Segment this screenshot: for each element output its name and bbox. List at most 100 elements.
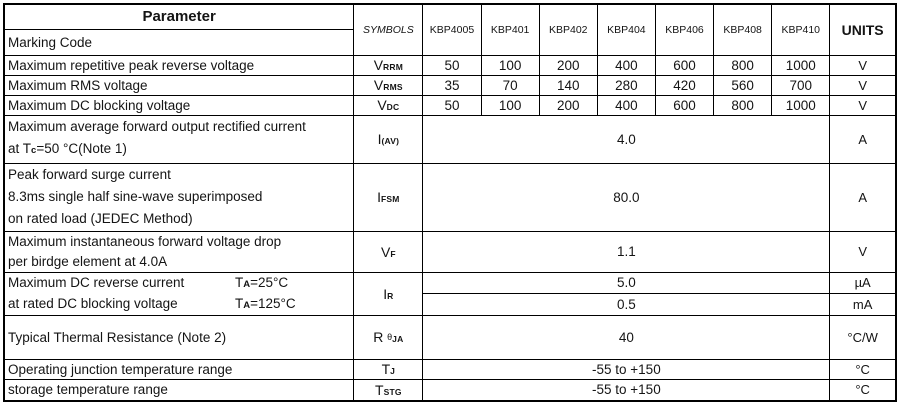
- symbol-ifsm: IFSM: [353, 162, 424, 232]
- param-line-text: =50 °C(Note 1): [36, 141, 127, 156]
- col-header-model-kbp410: KBP410: [771, 3, 831, 56]
- symbol-sub: RMS: [383, 82, 403, 92]
- condition-rest: =25°C: [250, 274, 289, 290]
- value-cell: 800: [713, 94, 773, 116]
- unit-cell: V: [829, 94, 897, 116]
- symbol-rthja: R θJA: [353, 314, 424, 360]
- param-vrms: Maximum RMS voltage: [3, 74, 355, 96]
- unit-cell: A: [829, 162, 897, 232]
- param-line-text: at T: [8, 141, 32, 156]
- param-line-text: Maximum DC reverse current: [8, 274, 185, 290]
- ratings-table: Parameter SYMBOLS KBP4005 KBP401 KBP402 …: [3, 3, 897, 402]
- param-vdc: Maximum DC blocking voltage: [3, 94, 355, 116]
- value-cell: 700: [771, 74, 831, 96]
- param-line-text: at rated DC blocking voltage: [8, 295, 178, 311]
- value-cell: 100: [480, 94, 540, 116]
- unit-cell: V: [829, 54, 897, 76]
- unit-cell: V: [829, 230, 897, 273]
- value-cell-merged: -55 to +150: [422, 358, 831, 380]
- symbol-base: I: [377, 189, 382, 205]
- col-header-model-kbp401: KBP401: [480, 3, 540, 56]
- subscript: c: [31, 145, 37, 156]
- value-cell: 420: [654, 74, 715, 96]
- row-vrms: Maximum RMS voltage VRMS 35 70 140 280 4…: [3, 74, 897, 96]
- symbol-sub: JA: [392, 334, 404, 344]
- param-line: 8.3ms single half sine-wave superimposed: [8, 189, 263, 204]
- param-line: per birdge element at 4.0A: [8, 253, 168, 269]
- symbol-tstg: TSTG: [353, 378, 424, 402]
- header-row-1: Parameter SYMBOLS KBP4005 KBP401 KBP402 …: [3, 3, 897, 56]
- row-tj: Operating junction temperature range TJ …: [3, 358, 897, 380]
- symbol-base: V: [373, 57, 384, 73]
- col-header-symbols: SYMBOLS: [353, 3, 424, 56]
- condition-base: T: [235, 295, 244, 311]
- row-rthja: Typical Thermal Resistance (Note 2) R θJ…: [3, 314, 897, 360]
- unit-cell: °C: [829, 378, 897, 402]
- value-cell: 35: [422, 74, 482, 96]
- value-cell: 280: [596, 74, 656, 96]
- row-iav: Maximum average forward output rectified…: [3, 114, 897, 164]
- param-line: at Tc=50 °C(Note 1): [8, 138, 350, 162]
- param-line: at rated DC blocking voltage TA=125°C: [8, 294, 350, 315]
- value-cell: 1000: [771, 54, 831, 76]
- value-cell: 140: [538, 74, 598, 96]
- row-ifsm: Peak forward surge current 8.3ms single …: [3, 162, 897, 232]
- value-cell-merged: 4.0: [422, 114, 831, 164]
- symbol-vrms: VRMS: [353, 74, 424, 96]
- value-cell-merged: -55 to +150: [422, 378, 831, 402]
- row-tstg: storage temperature range TSTG -55 to +1…: [3, 378, 897, 402]
- symbol-base: V: [380, 243, 391, 260]
- marking-code-label: Marking Code: [3, 28, 355, 56]
- param-tstg: storage temperature range: [3, 378, 355, 402]
- symbol-base: R: [373, 329, 384, 345]
- condition-sub: A: [243, 299, 251, 311]
- symbol-sub: FSM: [381, 194, 400, 204]
- value-cell: 100: [480, 54, 540, 76]
- value-cell: 400: [596, 54, 656, 76]
- symbol-vdc: VDC: [353, 94, 424, 116]
- symbol-sub: STG: [383, 386, 402, 397]
- col-header-model-kbp402: KBP402: [538, 3, 598, 56]
- param-iav: Maximum average forward output rectified…: [3, 114, 355, 164]
- condition-base: T: [235, 274, 244, 290]
- symbol-sub: RRM: [383, 62, 403, 72]
- symbol-base: V: [377, 97, 387, 113]
- symbol-iav: I(AV): [353, 114, 424, 164]
- row-ir-1: Maximum DC reverse current TA=25°C at ra…: [3, 271, 897, 316]
- header-row-2: Marking Code: [3, 28, 896, 56]
- condition: TA=25°C: [235, 273, 288, 294]
- param-line: Peak forward surge current: [8, 167, 171, 182]
- value-cell: 800: [713, 54, 773, 76]
- value-cell: 560: [713, 74, 773, 96]
- param-vf: Maximum instantaneous forward voltage dr…: [3, 230, 355, 273]
- unit-cell: °C/W: [829, 314, 897, 360]
- value-cell: 50: [422, 94, 482, 116]
- symbol-vf: VF: [353, 230, 424, 273]
- value-cell: 1000: [771, 94, 831, 116]
- value-cell-merged: 40: [422, 314, 831, 360]
- symbol-tj: TJ: [353, 358, 424, 380]
- col-header-model-kbp408: KBP408: [713, 3, 773, 56]
- col-header-model-kbp406: KBP406: [654, 3, 715, 56]
- col-header-units: UNITS: [829, 3, 897, 56]
- value-cell: 70: [480, 74, 540, 96]
- param-line: Maximum instantaneous forward voltage dr…: [8, 233, 282, 249]
- symbol-sub: J: [390, 366, 396, 376]
- param-tj: Operating junction temperature range: [3, 358, 355, 380]
- symbol-base: T: [375, 381, 384, 398]
- symbol-vrrm: VRRM: [353, 54, 424, 76]
- unit-cell: A: [829, 114, 897, 164]
- value-cell: 200: [538, 54, 598, 76]
- symbol-base: I: [377, 131, 382, 147]
- col-header-model-kbp404: KBP404: [596, 3, 656, 56]
- param-line: on rated load (JEDEC Method): [8, 211, 193, 226]
- unit-cell: µA: [829, 271, 897, 294]
- symbol-theta: θ: [387, 332, 393, 342]
- symbol-base: I: [383, 285, 388, 302]
- col-header-model-kbp4005: KBP4005: [422, 3, 482, 56]
- symbol-sub: F: [390, 248, 396, 259]
- condition: TA=125°C: [235, 294, 296, 315]
- value-cell-merged: 0.5: [422, 293, 831, 316]
- row-vf: Maximum instantaneous forward voltage dr…: [3, 230, 897, 273]
- unit-cell: mA: [829, 293, 897, 316]
